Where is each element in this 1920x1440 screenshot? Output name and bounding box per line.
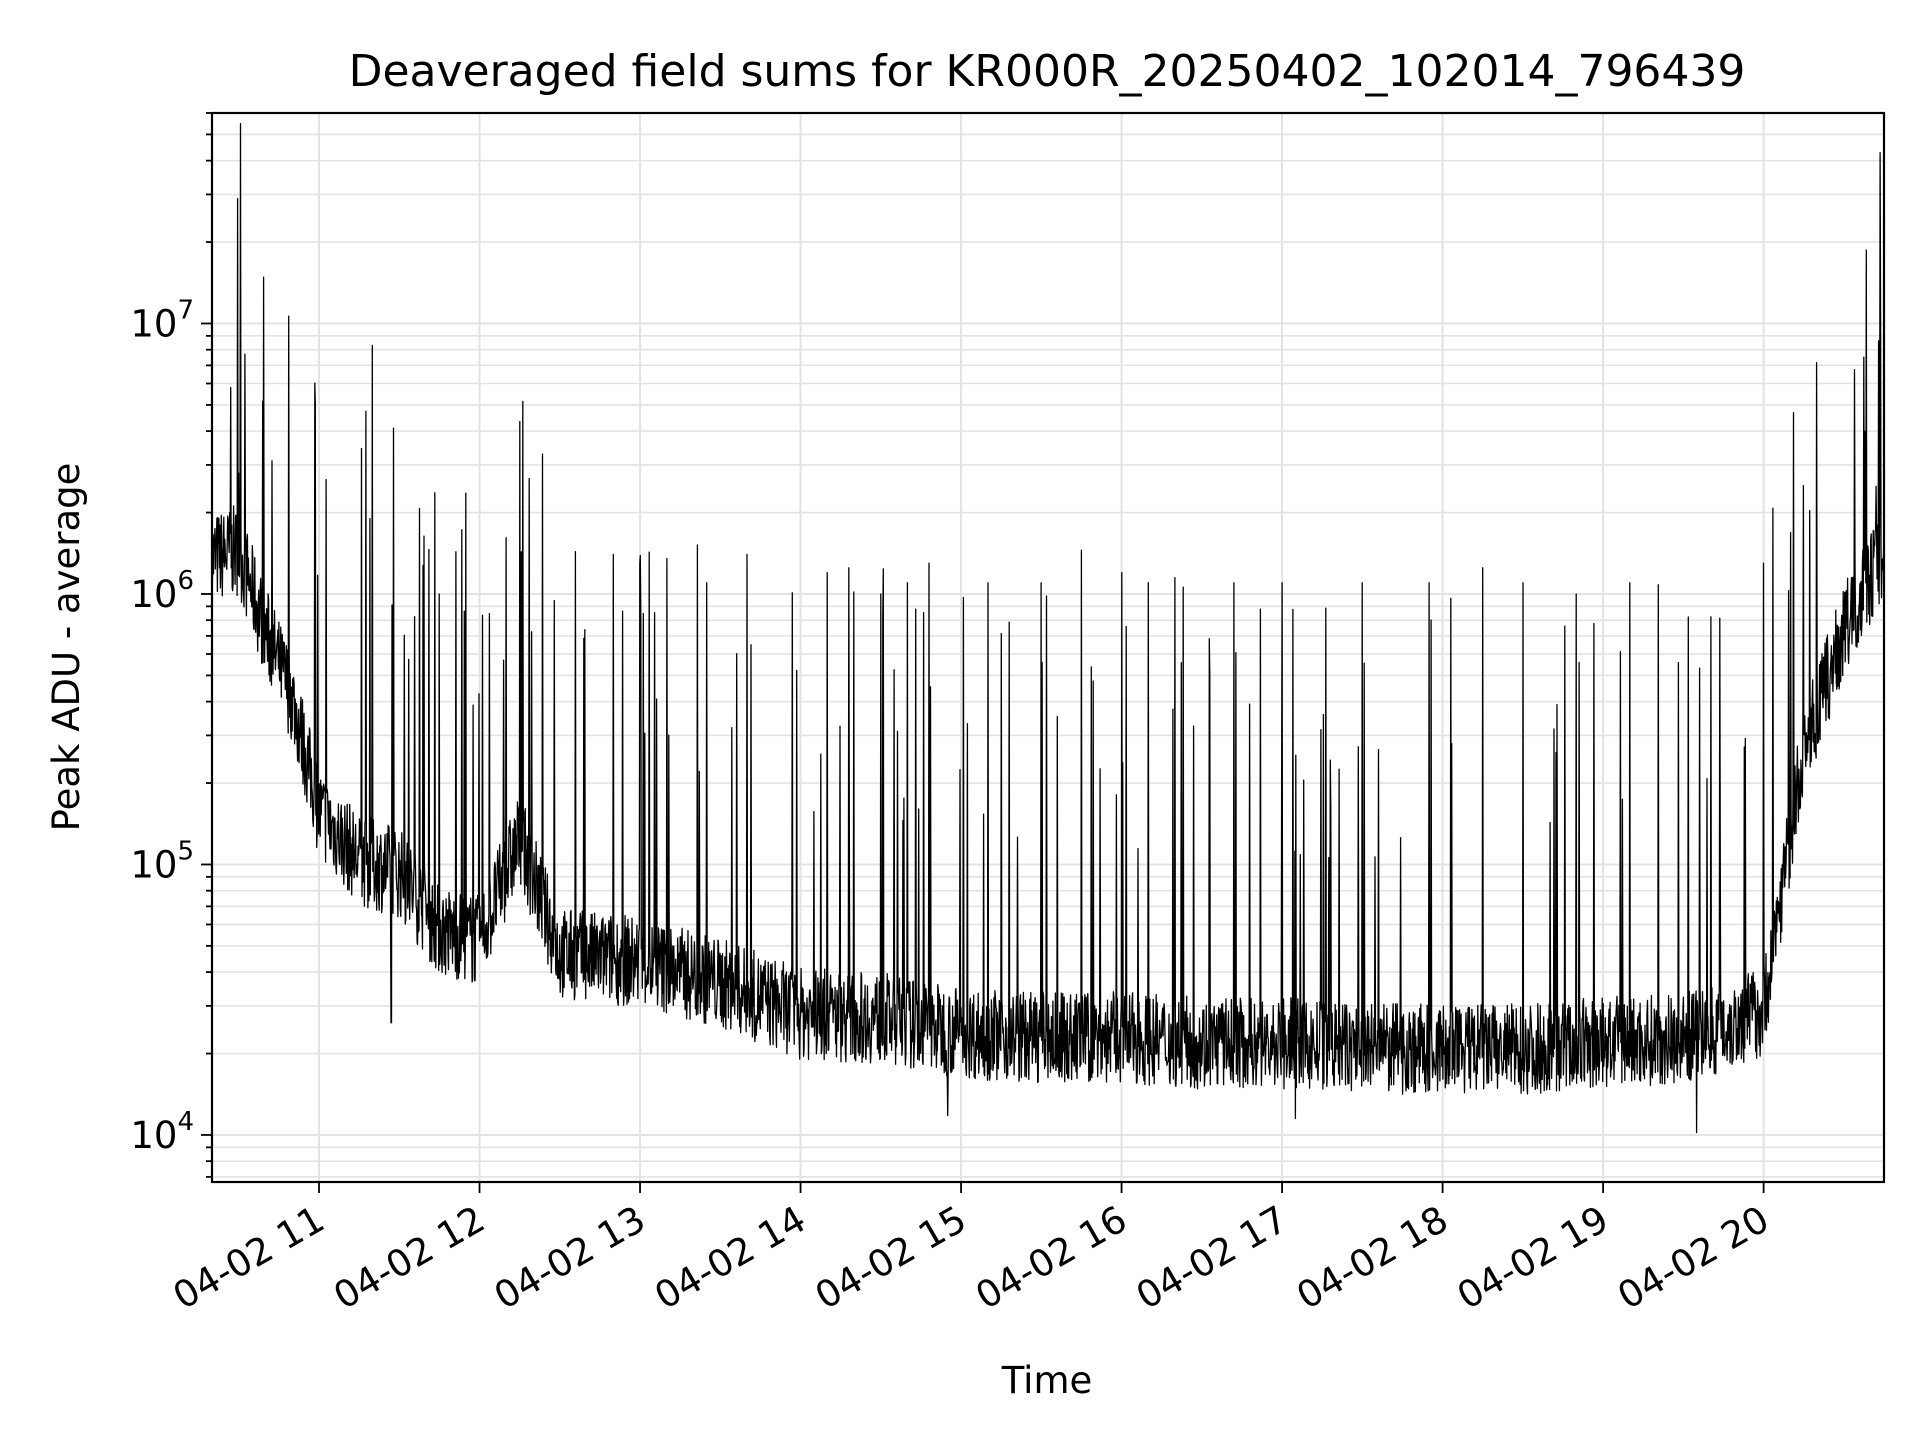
series-trace <box>211 122 1885 1134</box>
y-tick-label: 105 <box>130 836 194 886</box>
plot-frame <box>210 111 1886 1184</box>
y-tick-base: 10 <box>130 1114 177 1157</box>
chart-title: Deaveraged field sums for KR000R_2025040… <box>349 46 1746 97</box>
y-tick-base: 10 <box>130 302 177 345</box>
y-tick-exponent: 6 <box>177 566 194 596</box>
y-tick-exponent: 4 <box>177 1107 194 1137</box>
y-tick-exponent: 7 <box>177 295 194 325</box>
x-axis-label: Time <box>1001 1359 1093 1402</box>
y-tick-label: 106 <box>130 566 194 616</box>
series-line <box>211 122 1885 1134</box>
y-tick-exponent: 5 <box>177 836 194 866</box>
y-tick-label: 107 <box>130 295 194 345</box>
y-tick-base: 10 <box>130 843 177 886</box>
y-axis-label: Peak ADU - average <box>45 463 88 832</box>
axis-ticks <box>201 112 1765 1193</box>
y-tick-label: 104 <box>130 1107 194 1157</box>
y-tick-base: 10 <box>130 573 177 616</box>
